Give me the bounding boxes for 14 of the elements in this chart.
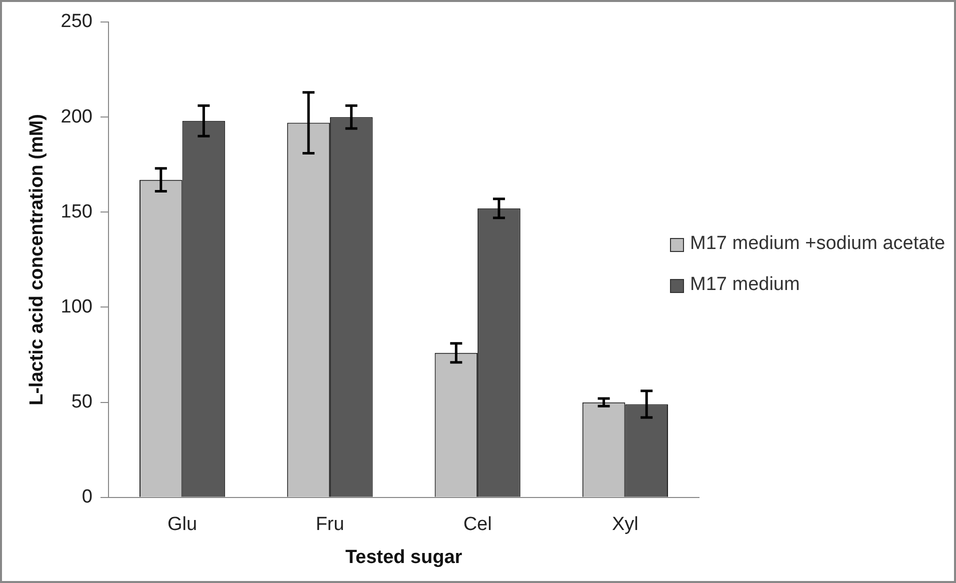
y-tick-label: 50 (71, 392, 92, 413)
legend-label: M17 medium (690, 273, 800, 297)
y-tick-label: 150 (60, 201, 92, 222)
x-tick-label: Fru (316, 514, 344, 536)
y-tick-label: 0 (82, 486, 92, 508)
y-axis-title: L-lactic acid concentration (mM) (26, 114, 48, 406)
x-axis-title: Tested sugar (345, 546, 463, 568)
y-tick-label: 250 (60, 11, 92, 32)
x-tick-label: Xyl (612, 514, 638, 536)
x-tick-label: Glu (168, 514, 198, 536)
y-tick-label: 100 (60, 296, 92, 318)
y-tick-label: 200 (60, 106, 92, 128)
legend-label: M17 medium +sodium acetate (690, 232, 946, 256)
x-tick-label: Cel (463, 514, 492, 536)
